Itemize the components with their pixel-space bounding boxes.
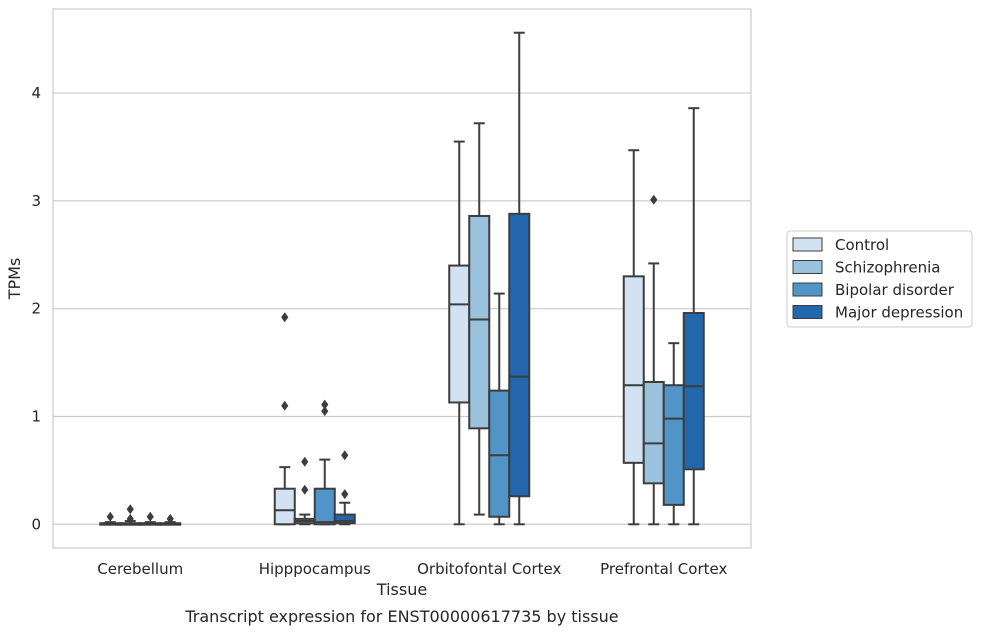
y-tick-label: 4: [31, 84, 41, 102]
outlier-point: [281, 312, 289, 323]
box-group: [333, 450, 356, 526]
y-tick-labels: 0 1 2 3 4: [31, 84, 41, 533]
box: [508, 212, 531, 498]
outlier-point: [341, 489, 349, 500]
box-group: [139, 511, 162, 526]
legend-swatch: [792, 237, 823, 252]
box: [468, 214, 491, 430]
y-tick-label: 3: [31, 192, 41, 210]
legend-frame: [786, 230, 973, 328]
box-group: [508, 31, 531, 526]
box: [662, 384, 685, 506]
box-group: [273, 312, 296, 526]
outlier-point: [321, 399, 329, 410]
legend-label: Major depression: [835, 304, 963, 322]
legend-swatch: [792, 260, 823, 274]
legend-label: Control: [835, 236, 889, 254]
chart-caption: Transcript expression for ENST0000061773…: [184, 607, 618, 626]
outlier-point: [301, 484, 309, 495]
outlier-point: [106, 511, 114, 522]
box-group: [448, 140, 471, 526]
plot-frame: [52, 8, 752, 549]
x-tick-labels: Cerebellum Hipppocampus Orbitofontal Corte…: [97, 560, 727, 578]
box-group: [682, 107, 705, 526]
outlier-point: [341, 450, 349, 461]
outlier-point: [321, 406, 329, 417]
box: [313, 487, 336, 526]
outlier-point: [126, 513, 134, 524]
x-tick-label: Cerebellum: [97, 560, 183, 578]
outlier-point: [650, 194, 658, 205]
x-tick-label: Orbitofontal Cortex: [417, 560, 561, 578]
plot-marks: [99, 31, 705, 526]
x-tick-label: Hipppocampus: [259, 560, 371, 578]
y-axis-title: TPMs: [5, 258, 24, 301]
box-group: [159, 513, 182, 526]
legend-swatch: [792, 305, 823, 319]
box-group: [119, 504, 142, 526]
y-tick-label: 0: [31, 515, 41, 533]
box: [622, 275, 645, 464]
legend-label: Bipolar disorder: [835, 281, 955, 299]
box-group: [99, 511, 122, 526]
legend: Control Schizophrenia Bipolar disorder Majo…: [786, 230, 973, 328]
y-tick-label: 1: [31, 407, 41, 425]
box-group: [313, 399, 336, 526]
legend-swatch: [792, 282, 823, 297]
x-axis-title: Tissue: [376, 580, 427, 599]
box: [333, 513, 356, 525]
x-tick-label: Prefrontal Cortex: [600, 560, 727, 578]
box-group: [642, 194, 665, 526]
box: [682, 311, 705, 471]
outlier-point: [301, 456, 309, 467]
box-group: [468, 122, 491, 516]
y-tick-label: 2: [31, 300, 41, 318]
box: [448, 264, 471, 404]
box-group: [293, 456, 316, 526]
legend-label: Schizophrenia: [835, 259, 940, 277]
outlier-point: [146, 511, 154, 522]
box: [273, 487, 296, 526]
box: [642, 380, 665, 485]
box: [488, 389, 511, 518]
outlier-point: [126, 504, 134, 515]
box-group: [488, 292, 511, 526]
box-group: [622, 149, 645, 526]
box-group: [662, 342, 685, 526]
outlier-point: [281, 400, 289, 411]
outlier-point: [166, 513, 174, 524]
